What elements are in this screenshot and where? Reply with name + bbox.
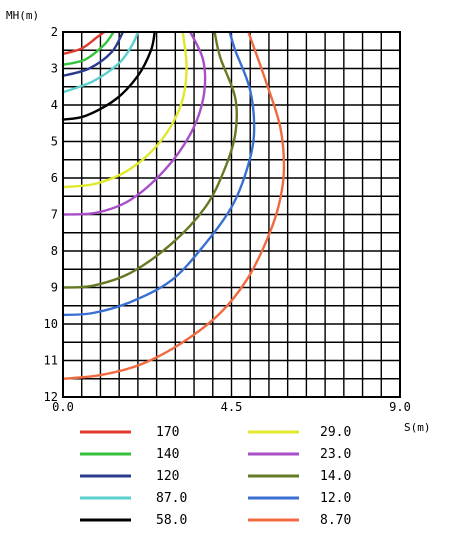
legend-label: 8.70 bbox=[320, 513, 351, 528]
contour-line-140 bbox=[61, 30, 115, 66]
x-tick-labels: 0.0 4.5 9.0 bbox=[52, 400, 411, 414]
y-tick-label: 9 bbox=[51, 281, 58, 295]
y-axis-title: MH(m) bbox=[6, 9, 39, 22]
y-tick-label: 11 bbox=[44, 354, 58, 368]
y-tick-label: 4 bbox=[51, 98, 58, 112]
contour-line-29.0 bbox=[61, 30, 188, 189]
contour-line-87.0 bbox=[61, 30, 140, 94]
legend: 170 140 120 87.0 58.0 29.0 23.0 14.0 12.0 8.70 bbox=[80, 425, 351, 528]
contour-line-14.0 bbox=[61, 30, 239, 289]
contour-line-170 bbox=[61, 30, 106, 56]
y-tick-labels: 2 3 4 5 6 7 8 9 10 11 12 bbox=[44, 25, 58, 404]
legend-label: 87.0 bbox=[156, 491, 187, 506]
contour-line-120 bbox=[61, 30, 125, 77]
chart-grid bbox=[63, 32, 400, 397]
y-tick-label: 3 bbox=[51, 62, 58, 76]
legend-label: 14.0 bbox=[320, 469, 351, 484]
contour-line-12.0 bbox=[61, 30, 256, 317]
contour-line-58.0 bbox=[61, 30, 156, 121]
x-tick-label: 9.0 bbox=[389, 400, 411, 414]
legend-label: 23.0 bbox=[320, 447, 351, 462]
y-tick-label: 2 bbox=[51, 25, 58, 39]
y-tick-label: 8 bbox=[51, 244, 58, 258]
y-tick-label: 10 bbox=[44, 317, 58, 331]
plot-frame bbox=[62, 31, 401, 398]
y-tick-label: 12 bbox=[44, 390, 58, 404]
legend-label: 170 bbox=[156, 425, 179, 440]
legend-label: 120 bbox=[156, 469, 179, 484]
legend-label: 58.0 bbox=[156, 513, 187, 528]
x-axis-title: S(m) bbox=[404, 421, 431, 434]
legend-label: 29.0 bbox=[320, 425, 351, 440]
legend-label: 12.0 bbox=[320, 491, 351, 506]
y-tick-label: 6 bbox=[51, 171, 58, 185]
contour-line-23.0 bbox=[61, 30, 207, 216]
contour-line-8.70 bbox=[61, 30, 286, 380]
contour-curves bbox=[61, 30, 286, 380]
x-tick-label: 0.0 bbox=[52, 400, 74, 414]
y-tick-label: 5 bbox=[51, 135, 58, 149]
legend-label: 140 bbox=[156, 447, 179, 462]
y-tick-label: 7 bbox=[51, 208, 58, 222]
x-tick-label: 4.5 bbox=[221, 400, 243, 414]
